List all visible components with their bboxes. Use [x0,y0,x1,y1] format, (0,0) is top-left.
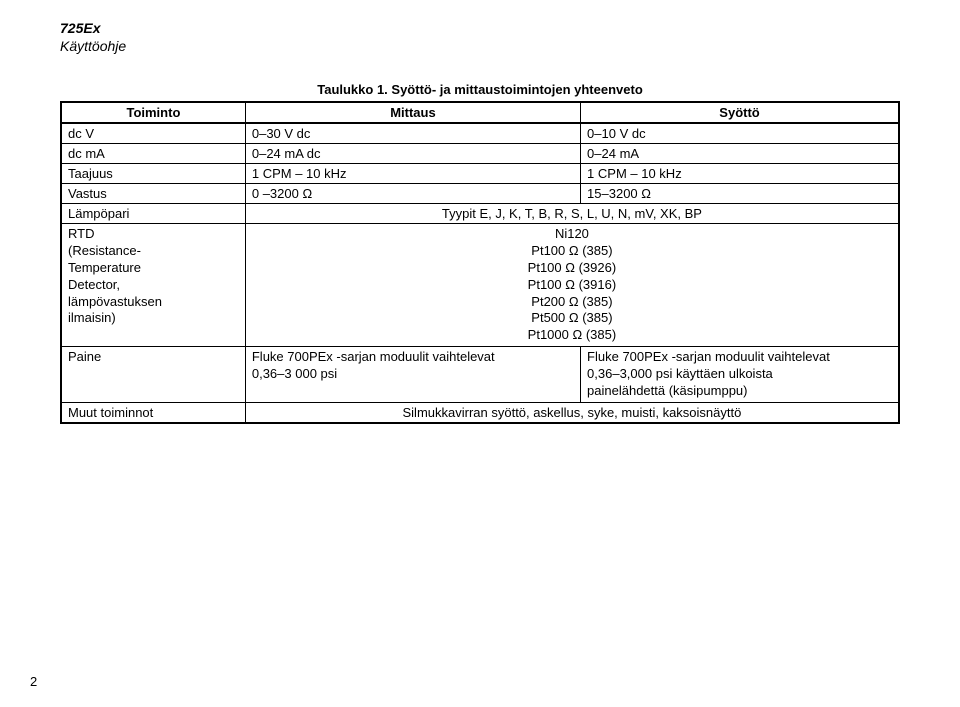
cell-syotto: 0–10 V dc [581,123,899,144]
table-row: Vastus 0 –3200 Ω 15–3200 Ω [61,184,899,204]
cell-syotto: 0–24 mA [581,144,899,164]
cell-toiminto: Paine [61,347,245,403]
table-header-row: Toiminto Mittaus Syöttö [61,102,899,123]
cell-toiminto: Taajuus [61,164,245,184]
cell-toiminto: Lämpöpari [61,204,245,224]
table-row: Muut toiminnot Silmukkavirran syöttö, as… [61,402,899,423]
cell-syotto: Fluke 700PEx -sarjan moduulit vaihteleva… [581,347,899,403]
table-row: Taajuus 1 CPM – 10 kHz 1 CPM – 10 kHz [61,164,899,184]
table-title: Taulukko 1. Syöttö- ja mittaustoimintoje… [60,82,900,97]
cell-toiminto: Vastus [61,184,245,204]
cell-mittaus: 0–30 V dc [245,123,580,144]
table-row: dc V 0–30 V dc 0–10 V dc [61,123,899,144]
cell-spanning: Silmukkavirran syöttö, askellus, syke, m… [245,402,899,423]
cell-toiminto: dc mA [61,144,245,164]
col-header-mittaus: Mittaus [245,102,580,123]
cell-syotto: 1 CPM – 10 kHz [581,164,899,184]
cell-mittaus: 0 –3200 Ω [245,184,580,204]
table-row: dc mA 0–24 mA dc 0–24 mA [61,144,899,164]
cell-spanning: Tyypit E, J, K, T, B, R, S, L, U, N, mV,… [245,204,899,224]
doc-subtitle: Käyttöohje [60,38,900,54]
cell-mittaus: 0–24 mA dc [245,144,580,164]
col-header-toiminto: Toiminto [61,102,245,123]
spec-table: Toiminto Mittaus Syöttö dc V 0–30 V dc 0… [60,101,900,424]
cell-spanning: Ni120 Pt100 Ω (385) Pt100 Ω (3926) Pt100… [245,224,899,347]
cell-toiminto: Muut toiminnot [61,402,245,423]
cell-mittaus: 1 CPM – 10 kHz [245,164,580,184]
page-number: 2 [30,674,37,689]
cell-toiminto: dc V [61,123,245,144]
col-header-syotto: Syöttö [581,102,899,123]
cell-toiminto: RTD (Resistance- Temperature Detector, l… [61,224,245,347]
cell-mittaus: Fluke 700PEx -sarjan moduulit vaihteleva… [245,347,580,403]
table-row: RTD (Resistance- Temperature Detector, l… [61,224,899,347]
cell-syotto: 15–3200 Ω [581,184,899,204]
table-row: Paine Fluke 700PEx -sarjan moduulit vaih… [61,347,899,403]
doc-model: 725Ex [60,20,900,36]
table-row: Lämpöpari Tyypit E, J, K, T, B, R, S, L,… [61,204,899,224]
